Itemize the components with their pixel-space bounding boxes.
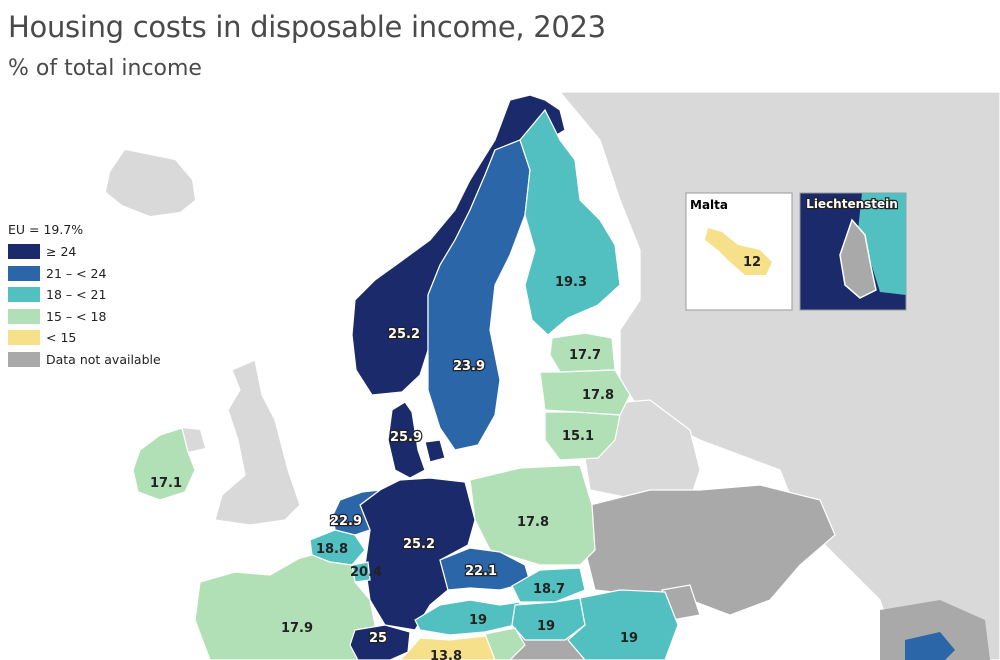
norway-value: 25.2 <box>388 327 420 342</box>
austria-value: 19 <box>469 613 487 628</box>
legend-swatch <box>8 351 40 367</box>
ireland <box>132 427 196 501</box>
slovakia-value: 18.7 <box>533 582 565 597</box>
legend-label: Data not available <box>46 351 161 367</box>
legend-swatch <box>8 308 40 324</box>
legend-label: ≥ 24 <box>46 244 77 260</box>
estonia-value: 17.7 <box>569 348 601 363</box>
legend-swatch <box>8 330 40 346</box>
legend-label: 15 – < 18 <box>46 308 107 324</box>
latvia <box>539 369 631 416</box>
malta-island <box>705 228 772 275</box>
poland-value: 17.8 <box>517 515 549 530</box>
italy-value: 13.8 <box>430 649 462 660</box>
ukraine-region <box>584 484 836 616</box>
lithuania <box>544 411 621 461</box>
latvia-value: 17.8 <box>582 388 614 403</box>
belgium-value: 18.8 <box>316 542 348 557</box>
slovenia-croatia <box>484 627 526 660</box>
legend-swatch <box>8 265 40 281</box>
map-legend: EU = 19.7% ≥ 24 21 – < 24 18 – < 21 15 –… <box>8 222 161 370</box>
legend-item: < 15 <box>8 327 161 349</box>
legend-item: Data not available <box>8 349 161 371</box>
legend-eu-average: EU = 19.7% <box>8 222 84 237</box>
map-subtitle: % of total income <box>8 56 202 81</box>
europe-map: Malta 12 Liechtenstein 25.2 23.9 19.3 25… <box>106 91 1000 660</box>
malta-inset-title: Malta <box>690 198 728 212</box>
legend-item: 15 – < 18 <box>8 306 161 328</box>
netherlands-value: 22.9 <box>330 514 362 529</box>
georgia-region <box>905 632 955 660</box>
luxembourg-value: 20.4 <box>350 565 382 580</box>
legend-item: 18 – < 21 <box>8 284 161 306</box>
france <box>194 554 376 660</box>
switzerland <box>349 624 411 660</box>
legend-label: 18 – < 21 <box>46 287 107 303</box>
legend-label: < 15 <box>46 330 77 346</box>
malta-value: 12 <box>743 255 761 270</box>
map-title: Housing costs in disposable income, 2023 <box>8 10 606 44</box>
nireland-region <box>182 428 205 452</box>
legend-item: ≥ 24 <box>8 241 161 263</box>
romania-value: 19 <box>620 631 638 646</box>
germany-value: 25.2 <box>403 537 435 552</box>
legend-item: 21 – < 24 <box>8 263 161 285</box>
sweden-value: 23.9 <box>453 359 485 374</box>
romania <box>567 589 679 660</box>
legend-label: 21 – < 24 <box>46 265 107 281</box>
lithuania-value: 15.1 <box>562 429 594 444</box>
finland <box>519 108 621 336</box>
germany <box>359 477 476 631</box>
legend-swatch <box>8 287 40 303</box>
denmark-value: 25.9 <box>390 430 422 445</box>
liechtenstein-inset: Liechtenstein <box>799 192 907 311</box>
switzerland-value: 25 <box>369 631 387 646</box>
france-value: 17.9 <box>281 621 313 636</box>
hungary <box>511 597 586 641</box>
netherlands <box>332 489 383 536</box>
uk-region <box>214 359 301 526</box>
ireland-value: 17.1 <box>150 476 182 491</box>
malta-inset: Malta 12 <box>685 192 793 311</box>
hungary-value: 19 <box>537 619 555 634</box>
iceland-region <box>106 150 195 216</box>
finland-value: 19.3 <box>555 275 587 290</box>
poland <box>469 464 596 566</box>
denmark <box>387 401 446 479</box>
czechia-value: 22.1 <box>465 564 497 579</box>
legend-swatch <box>8 244 40 260</box>
liechtenstein-inset-title: Liechtenstein <box>806 197 898 211</box>
